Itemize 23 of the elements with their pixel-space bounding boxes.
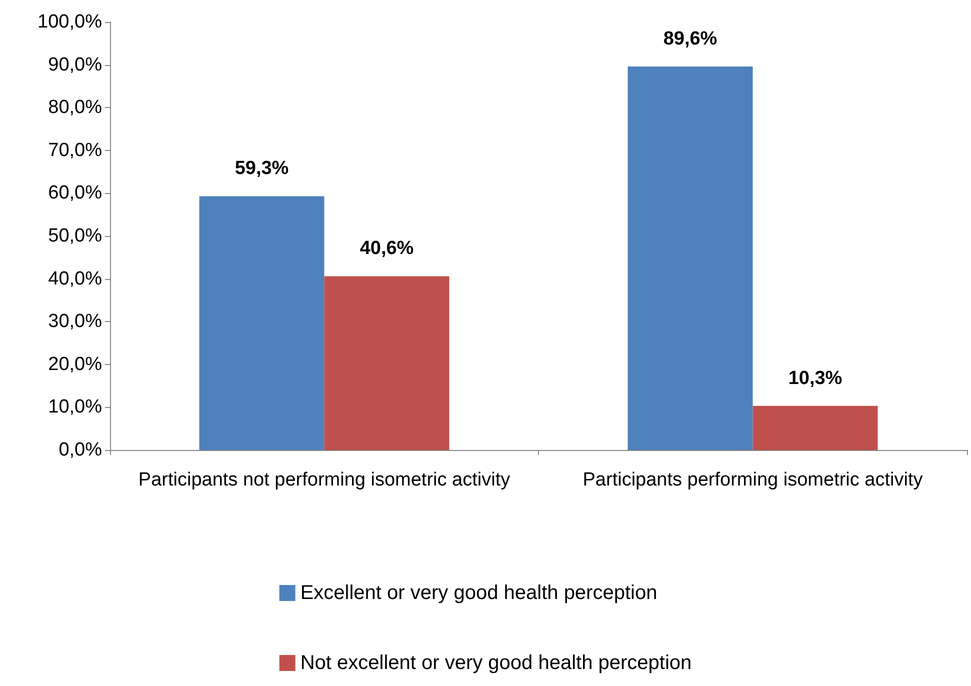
x-tick-label: Participants not performing isometric activity bbox=[138, 470, 511, 490]
y-tick-label: 20,0% bbox=[48, 354, 102, 375]
y-tick-label: 30,0% bbox=[48, 311, 102, 332]
y-tick-label: 50,0% bbox=[48, 226, 102, 246]
y-tick-label: 80,0% bbox=[48, 97, 102, 118]
y-tick-label: 90,0% bbox=[48, 54, 102, 76]
legend-label: Excellent or very good health perception bbox=[300, 582, 658, 604]
y-tick-label: 10,0% bbox=[48, 396, 102, 418]
y-tick-label: 100,0% bbox=[38, 12, 102, 32]
y-tick-label: 70,0% bbox=[48, 140, 102, 161]
bar bbox=[628, 66, 753, 450]
data-label: 10,3% bbox=[788, 368, 842, 389]
legend-label: Not excellent or very good health perception bbox=[300, 652, 692, 674]
y-tick-label: 60,0% bbox=[48, 182, 102, 204]
y-tick-label: 40,0% bbox=[48, 268, 102, 290]
x-tick-label: Participants performing isometric activity bbox=[582, 470, 924, 490]
bar bbox=[199, 196, 324, 450]
data-label: 59,3% bbox=[234, 158, 289, 180]
bar bbox=[324, 276, 450, 450]
data-label: 40,6% bbox=[360, 238, 414, 260]
data-label: 89,6% bbox=[663, 28, 718, 50]
bar bbox=[752, 406, 878, 450]
y-tick-label: 0,0% bbox=[58, 440, 102, 460]
